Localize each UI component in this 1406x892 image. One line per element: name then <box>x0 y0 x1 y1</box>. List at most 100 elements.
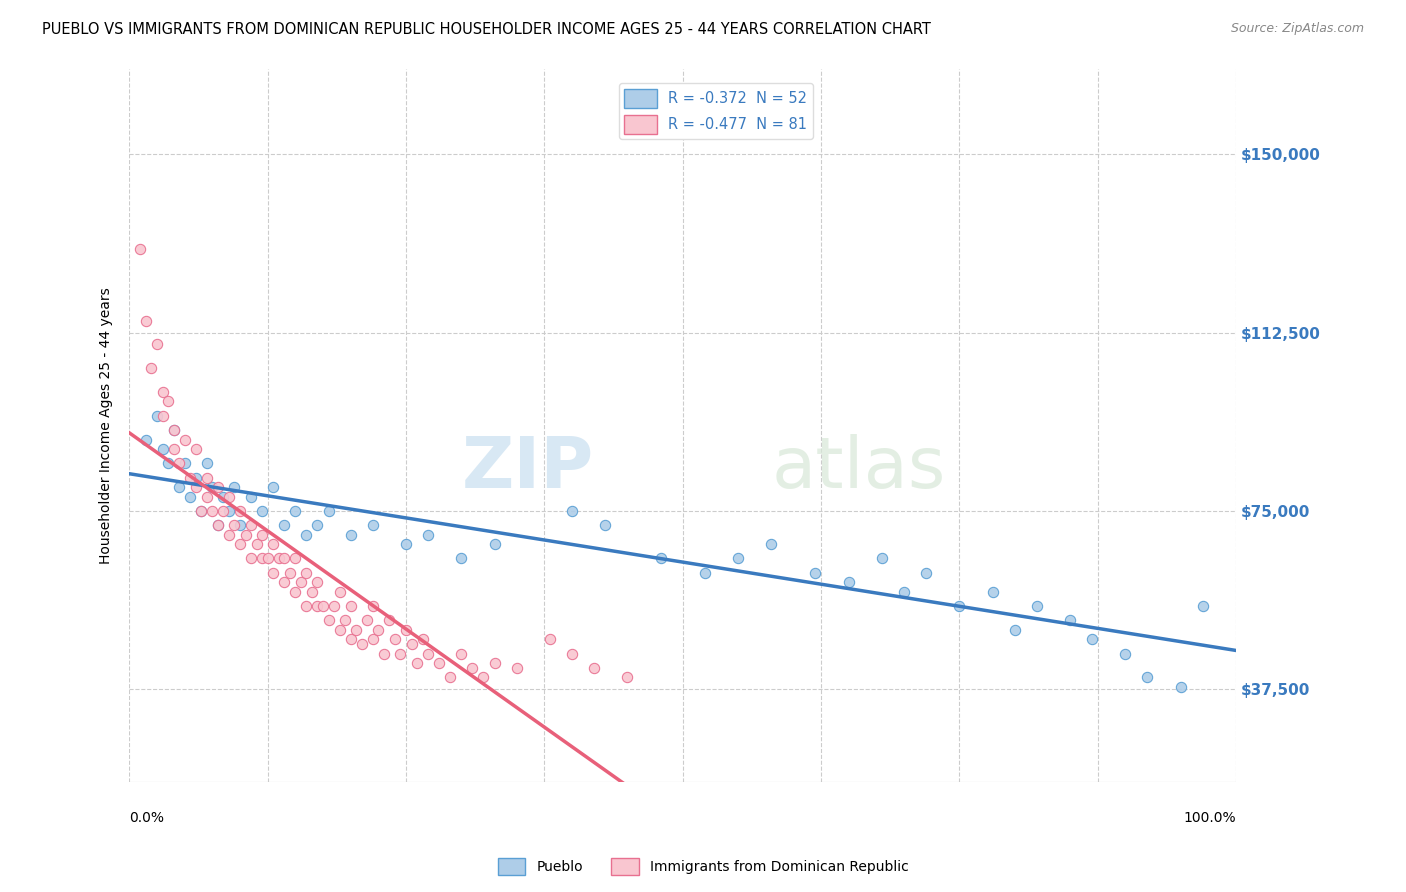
Point <box>167 480 190 494</box>
Point <box>367 623 389 637</box>
Point <box>184 442 207 456</box>
Text: Source: ZipAtlas.com: Source: ZipAtlas.com <box>1230 22 1364 36</box>
Point <box>356 613 378 627</box>
Point <box>141 361 163 376</box>
Point <box>893 584 915 599</box>
Point <box>759 537 782 551</box>
Point <box>472 670 495 684</box>
Y-axis label: Householder Income Ages 25 - 44 years: Householder Income Ages 25 - 44 years <box>100 287 114 564</box>
Point <box>157 456 180 470</box>
Point <box>307 599 329 613</box>
Point <box>307 575 329 590</box>
Point <box>273 518 295 533</box>
Point <box>395 623 418 637</box>
Point <box>323 599 346 613</box>
Point <box>484 537 506 551</box>
Point <box>173 456 195 470</box>
Point <box>361 632 384 647</box>
Point <box>318 613 340 627</box>
Text: 0.0%: 0.0% <box>129 811 165 824</box>
Point <box>267 551 290 566</box>
Point <box>1191 599 1213 613</box>
Point <box>162 423 184 437</box>
Text: PUEBLO VS IMMIGRANTS FROM DOMINICAN REPUBLIC HOUSEHOLDER INCOME AGES 25 - 44 YEA: PUEBLO VS IMMIGRANTS FROM DOMINICAN REPU… <box>42 22 931 37</box>
Point <box>350 637 373 651</box>
Point <box>284 551 307 566</box>
Point <box>273 575 295 590</box>
Point <box>179 470 201 484</box>
Point <box>284 584 307 599</box>
Point <box>1025 599 1047 613</box>
Point <box>378 613 401 627</box>
Point <box>339 599 361 613</box>
Point <box>162 442 184 456</box>
Point <box>218 490 240 504</box>
Point <box>450 551 472 566</box>
Point <box>295 527 318 541</box>
Point <box>290 575 312 590</box>
Point <box>207 518 229 533</box>
Point <box>333 613 356 627</box>
Point <box>167 456 190 470</box>
Point <box>240 490 263 504</box>
Point <box>583 661 606 675</box>
Point <box>224 480 246 494</box>
Point <box>693 566 716 580</box>
Point <box>250 527 273 541</box>
Point <box>129 242 152 256</box>
Point <box>229 504 252 518</box>
Point <box>373 647 395 661</box>
Point <box>201 504 224 518</box>
Point <box>301 584 323 599</box>
Point <box>412 632 434 647</box>
Legend: R = -0.372  N = 52, R = -0.477  N = 81: R = -0.372 N = 52, R = -0.477 N = 81 <box>619 83 813 139</box>
Point <box>538 632 561 647</box>
Point <box>318 504 340 518</box>
Point <box>427 656 450 670</box>
Legend: Pueblo, Immigrants from Dominican Republic: Pueblo, Immigrants from Dominican Republ… <box>492 853 914 880</box>
Point <box>561 647 583 661</box>
Point <box>307 518 329 533</box>
Point <box>284 504 307 518</box>
Point <box>278 566 301 580</box>
Point <box>312 599 335 613</box>
Point <box>461 661 484 675</box>
Point <box>173 433 195 447</box>
Point <box>207 480 229 494</box>
Point <box>981 584 1004 599</box>
Point <box>484 656 506 670</box>
Point <box>561 504 583 518</box>
Point <box>152 384 174 399</box>
Point <box>240 518 263 533</box>
Point <box>229 537 252 551</box>
Point <box>401 637 423 651</box>
Point <box>195 456 218 470</box>
Point <box>240 551 263 566</box>
Point <box>406 656 429 670</box>
Point <box>157 394 180 409</box>
Point <box>416 647 439 661</box>
Point <box>262 537 284 551</box>
Point <box>146 337 169 351</box>
Point <box>229 518 252 533</box>
Point <box>439 670 461 684</box>
Text: ZIP: ZIP <box>461 434 595 502</box>
Point <box>384 632 406 647</box>
Point <box>804 566 827 580</box>
Point <box>262 480 284 494</box>
Point <box>135 433 157 447</box>
Point <box>593 518 616 533</box>
Point <box>1114 647 1136 661</box>
Point <box>339 632 361 647</box>
Point <box>190 504 212 518</box>
Point <box>224 518 246 533</box>
Point <box>235 527 257 541</box>
Point <box>295 599 318 613</box>
Point <box>344 623 367 637</box>
Point <box>1170 680 1192 694</box>
Point <box>218 504 240 518</box>
Point <box>207 518 229 533</box>
Point <box>329 584 352 599</box>
Point <box>1059 613 1081 627</box>
Point <box>245 537 267 551</box>
